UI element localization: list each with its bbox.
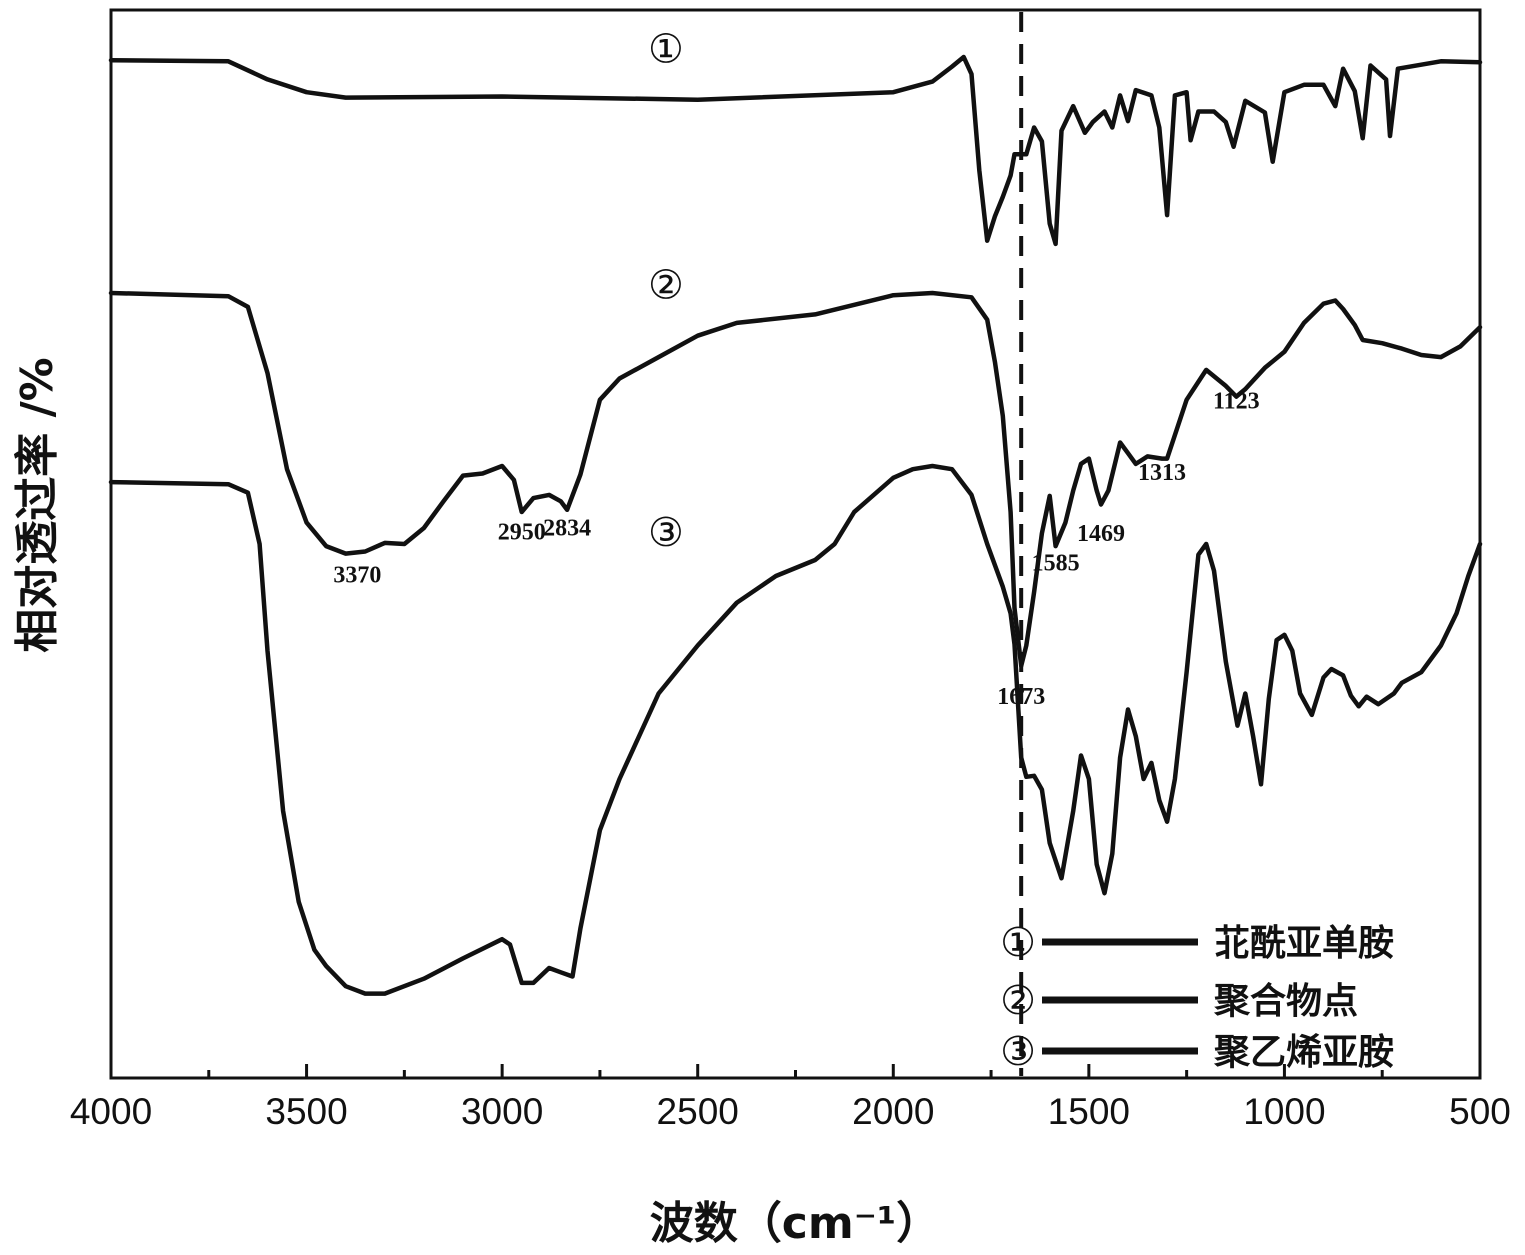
x-tick-label-2500: 2500 xyxy=(657,1091,739,1132)
peak-label-1123: 1123 xyxy=(1213,388,1260,414)
x-tick-label-500: 500 xyxy=(1449,1091,1511,1132)
legend-label-1: 苝酰亚单胺 xyxy=(1214,923,1394,964)
legend: ① 苝酰亚单胺 ② 聚合物点 ③ 聚乙烯亚胺 xyxy=(1000,920,1394,1075)
peak-label-2950: 2950 xyxy=(498,520,546,546)
legend-marker-1: ① xyxy=(1000,920,1036,966)
series-marker-2: ② xyxy=(648,263,684,309)
x-tick-label-4000: 4000 xyxy=(70,1091,152,1132)
series-marker-3: ③ xyxy=(648,510,684,556)
series-marker-1: ① xyxy=(648,27,684,73)
x-tick-label-3000: 3000 xyxy=(461,1091,543,1132)
x-tick-label-2000: 2000 xyxy=(852,1091,934,1132)
plot-frame xyxy=(111,10,1480,1078)
curve-markers: ① ② ③ xyxy=(648,27,684,556)
series-line-1 xyxy=(111,57,1480,244)
x-tick-label-1500: 1500 xyxy=(1048,1091,1130,1132)
legend-marker-2: ② xyxy=(1000,978,1036,1024)
legend-label-2: 聚合物点 xyxy=(1213,981,1358,1022)
x-tick-label-3500: 3500 xyxy=(265,1091,347,1132)
peak-label-1673: 1673 xyxy=(997,684,1045,710)
peak-label-2834: 2834 xyxy=(543,515,591,541)
x-tick-label-1000: 1000 xyxy=(1243,1091,1325,1132)
peak-label-1313: 1313 xyxy=(1138,460,1186,486)
peak-label-1585: 1585 xyxy=(1032,551,1080,577)
series-line-3 xyxy=(111,466,1480,994)
legend-label-3: 聚乙烯亚胺 xyxy=(1213,1032,1394,1073)
peak-label-3370: 3370 xyxy=(333,562,381,588)
spectra-curves xyxy=(111,57,1480,994)
peak-annotations: 3370 29502834 1673 1585 1469 1313 1123 xyxy=(333,388,1259,710)
y-axis-title: 相对透过率 /% xyxy=(12,357,63,652)
series-line-2 xyxy=(111,293,1480,666)
legend-marker-3: ③ xyxy=(1000,1029,1036,1075)
x-axis-tick-labels: 4000 3500 3000 2500 2000 1500 1000 500 xyxy=(70,1091,1511,1132)
peak-label-1469: 1469 xyxy=(1077,521,1125,547)
x-axis-title: 波数（cm⁻¹） xyxy=(650,1198,940,1249)
